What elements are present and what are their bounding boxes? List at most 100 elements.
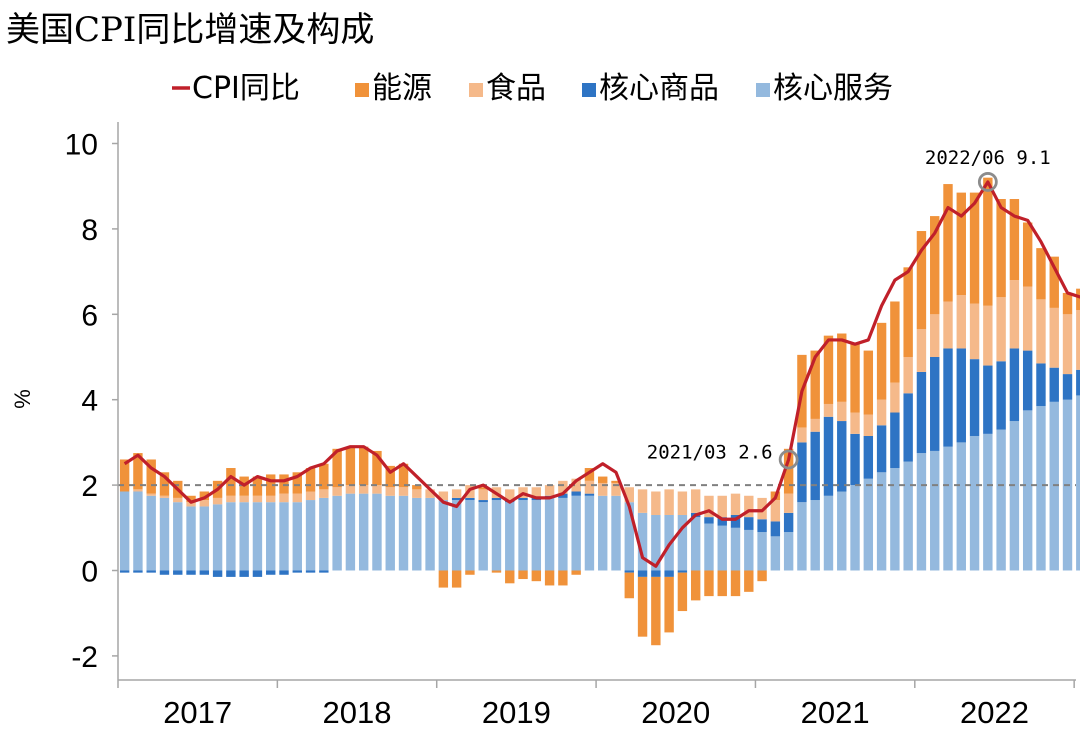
core-goods-bar — [1036, 363, 1046, 407]
food-bar — [876, 399, 887, 426]
food-bar — [199, 500, 210, 507]
food-bar — [810, 418, 820, 432]
x-tick-label: 2021 — [801, 695, 870, 729]
core-services-bar — [744, 529, 754, 571]
food-bar — [916, 329, 927, 372]
core-services-bar — [358, 493, 369, 571]
core-services-bar — [385, 495, 395, 571]
energy-bar — [305, 468, 316, 492]
core-services-bar — [119, 491, 130, 571]
core-goods-bar — [903, 393, 913, 462]
core-goods-bar — [916, 371, 927, 454]
energy-bar — [119, 459, 130, 492]
core-goods-bar — [651, 570, 661, 577]
core-goods-bar — [943, 348, 953, 447]
core-services-bar — [438, 500, 449, 571]
food-bar — [478, 489, 488, 501]
food-bar — [266, 495, 276, 503]
core-goods-bar — [1076, 369, 1080, 396]
energy-bar — [624, 572, 634, 599]
energy-bar — [690, 570, 701, 601]
food-bar — [425, 489, 435, 498]
core-services-bar — [558, 497, 568, 571]
core-services-bar — [133, 491, 143, 571]
core-services-bar — [186, 506, 196, 571]
food-bar — [837, 401, 847, 422]
energy-bar — [863, 350, 874, 415]
core-goods-bar — [757, 519, 767, 533]
core-services-bar — [279, 502, 289, 571]
core-services-bar — [996, 429, 1006, 571]
food-bar — [770, 500, 781, 522]
energy-bar — [186, 495, 196, 503]
energy-bar — [783, 448, 794, 494]
core-goods-bar — [1009, 348, 1020, 422]
energy-bar — [491, 570, 502, 573]
core-services-bar — [505, 502, 515, 571]
stacked-bars — [119, 177, 1080, 646]
core-goods-bar — [119, 570, 130, 573]
energy-bar — [398, 463, 409, 488]
food-bar — [146, 493, 156, 496]
food-bar — [890, 382, 900, 413]
food-bar — [598, 482, 608, 496]
core-services-bar — [730, 527, 741, 571]
energy-bar — [664, 576, 674, 633]
legend-core-goods-label: 核心商品 — [599, 71, 719, 106]
core-goods-bar — [850, 433, 860, 486]
core-goods-bar — [1022, 350, 1033, 411]
energy-bar — [956, 192, 966, 296]
food-bar — [996, 297, 1006, 362]
energy-bar — [637, 576, 648, 637]
food-bar — [637, 489, 648, 513]
core-services-bar — [332, 495, 342, 571]
energy-bar — [611, 480, 621, 483]
core-goods-bar — [305, 570, 316, 573]
core-services-bar — [983, 433, 993, 571]
core-services-bar — [239, 502, 249, 571]
core-goods-bar — [717, 517, 727, 526]
energy-bar — [451, 570, 462, 588]
energy-bar — [438, 570, 449, 588]
food-bar — [239, 495, 249, 503]
core-services-bar — [797, 502, 807, 571]
core-goods-bar — [823, 416, 834, 496]
legend-core-goods-swatch — [582, 83, 596, 97]
cpi-line-group — [123, 180, 1080, 568]
core-goods-bar — [969, 359, 980, 436]
core-services-bar — [757, 532, 767, 571]
food-bar — [252, 495, 263, 503]
core-services-bar — [584, 495, 595, 571]
y-axis-label: % — [10, 389, 35, 409]
energy-bar — [372, 450, 382, 486]
core-goods-bar — [637, 570, 648, 577]
food-bar — [173, 497, 183, 503]
core-services-bar — [770, 536, 781, 571]
food-bar — [584, 480, 595, 494]
energy-bar — [890, 301, 900, 383]
core-services-bar — [624, 502, 634, 571]
y-tick-label: 6 — [81, 299, 98, 332]
core-goods-bar — [319, 570, 329, 573]
core-services-bar — [518, 500, 528, 571]
core-services-bar — [226, 502, 236, 571]
y-tick-label: 2 — [81, 470, 98, 503]
food-bar — [292, 493, 302, 503]
core-goods-bar — [133, 570, 143, 573]
core-goods-bar — [584, 493, 595, 496]
food-bar — [956, 295, 966, 349]
core-services-bar — [637, 512, 648, 571]
core-goods-bar — [956, 348, 966, 443]
core-goods-bar — [797, 442, 807, 503]
energy-bar — [252, 476, 263, 496]
energy-bar — [531, 570, 542, 582]
food-bar — [677, 491, 688, 515]
core-goods-bar — [186, 570, 196, 575]
legend-energy-label: 能源 — [372, 71, 432, 106]
food-bar — [1076, 310, 1080, 370]
food-bar — [717, 495, 727, 518]
core-services-bar — [690, 517, 701, 571]
energy-bar — [996, 199, 1006, 298]
